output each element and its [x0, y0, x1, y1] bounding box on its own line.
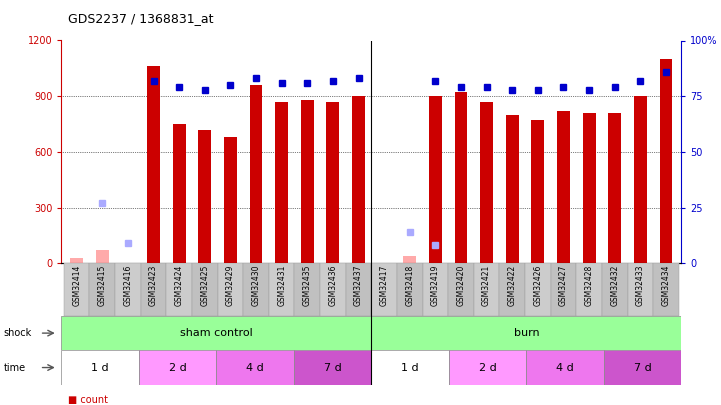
Bar — [89, 263, 115, 316]
Bar — [301, 100, 314, 263]
Bar — [345, 263, 371, 316]
Bar — [70, 258, 83, 263]
Text: GSM32429: GSM32429 — [226, 265, 235, 306]
Bar — [603, 350, 681, 385]
Bar — [96, 250, 109, 263]
Bar — [448, 263, 474, 316]
Bar — [173, 124, 185, 263]
Text: time: time — [4, 362, 26, 373]
Bar — [602, 263, 627, 316]
Text: GSM32422: GSM32422 — [508, 265, 517, 306]
Bar — [660, 59, 673, 263]
Bar — [371, 263, 397, 316]
Bar — [576, 263, 602, 316]
Text: GSM32435: GSM32435 — [303, 265, 311, 306]
Bar — [218, 263, 243, 316]
Text: ■ count: ■ count — [68, 395, 108, 405]
Bar — [557, 111, 570, 263]
Text: GSM32418: GSM32418 — [405, 265, 415, 306]
Text: 4 d: 4 d — [556, 362, 574, 373]
Bar — [480, 102, 493, 263]
Text: 2 d: 2 d — [479, 362, 497, 373]
Text: shock: shock — [4, 328, 32, 338]
Bar — [294, 263, 320, 316]
Text: GSM32433: GSM32433 — [636, 265, 645, 306]
Text: 4 d: 4 d — [246, 362, 264, 373]
Bar — [634, 96, 647, 263]
Bar — [500, 263, 525, 316]
Bar — [61, 316, 371, 350]
Text: GSM32414: GSM32414 — [72, 265, 81, 306]
Bar — [371, 350, 448, 385]
Text: GSM32423: GSM32423 — [149, 265, 158, 306]
Text: burn: burn — [513, 328, 539, 338]
Text: 2 d: 2 d — [169, 362, 187, 373]
Text: GSM32416: GSM32416 — [123, 265, 133, 306]
Bar — [141, 263, 167, 316]
Text: 1 d: 1 d — [402, 362, 419, 373]
Bar — [371, 316, 681, 350]
Bar — [192, 263, 218, 316]
Bar — [64, 263, 89, 316]
Bar — [138, 350, 216, 385]
Bar — [224, 137, 236, 263]
Bar — [506, 115, 518, 263]
Bar — [448, 350, 526, 385]
Bar — [627, 263, 653, 316]
Bar — [216, 350, 294, 385]
Bar — [327, 102, 340, 263]
Bar — [115, 263, 141, 316]
Bar — [403, 256, 416, 263]
Text: GSM32427: GSM32427 — [559, 265, 568, 306]
Text: sham control: sham control — [180, 328, 252, 338]
Bar — [269, 263, 294, 316]
Bar — [454, 92, 467, 263]
Bar — [423, 263, 448, 316]
Bar — [653, 263, 678, 316]
Bar — [609, 113, 621, 263]
Bar — [275, 102, 288, 263]
Text: GSM32437: GSM32437 — [354, 265, 363, 306]
Text: GSM32426: GSM32426 — [534, 265, 542, 306]
Bar — [397, 263, 423, 316]
Text: 7 d: 7 d — [324, 362, 342, 373]
Bar — [61, 350, 138, 385]
Bar — [583, 113, 596, 263]
Bar — [320, 263, 345, 316]
Text: GSM32431: GSM32431 — [277, 265, 286, 306]
Bar — [294, 350, 371, 385]
Bar — [147, 66, 160, 263]
Bar — [525, 263, 551, 316]
Text: GSM32420: GSM32420 — [456, 265, 466, 306]
Text: GSM32425: GSM32425 — [200, 265, 209, 306]
Text: 7 d: 7 d — [634, 362, 652, 373]
Bar — [429, 96, 442, 263]
Bar — [198, 130, 211, 263]
Bar — [474, 263, 500, 316]
Bar — [167, 263, 192, 316]
Text: GSM32419: GSM32419 — [431, 265, 440, 306]
Text: GSM32436: GSM32436 — [328, 265, 337, 306]
Bar — [243, 263, 269, 316]
Text: GSM32434: GSM32434 — [661, 265, 671, 306]
Text: GSM32432: GSM32432 — [610, 265, 619, 306]
Text: GSM32415: GSM32415 — [98, 265, 107, 306]
Text: GSM32421: GSM32421 — [482, 265, 491, 306]
Text: 1 d: 1 d — [92, 362, 109, 373]
Text: GSM32428: GSM32428 — [585, 265, 593, 306]
Bar — [352, 96, 365, 263]
Text: GDS2237 / 1368831_at: GDS2237 / 1368831_at — [68, 12, 214, 25]
Text: GSM32424: GSM32424 — [174, 265, 184, 306]
Text: GSM32430: GSM32430 — [252, 265, 260, 306]
Bar — [551, 263, 576, 316]
Bar — [526, 350, 603, 385]
Bar — [249, 85, 262, 263]
Text: GSM32417: GSM32417 — [380, 265, 389, 306]
Bar — [531, 120, 544, 263]
